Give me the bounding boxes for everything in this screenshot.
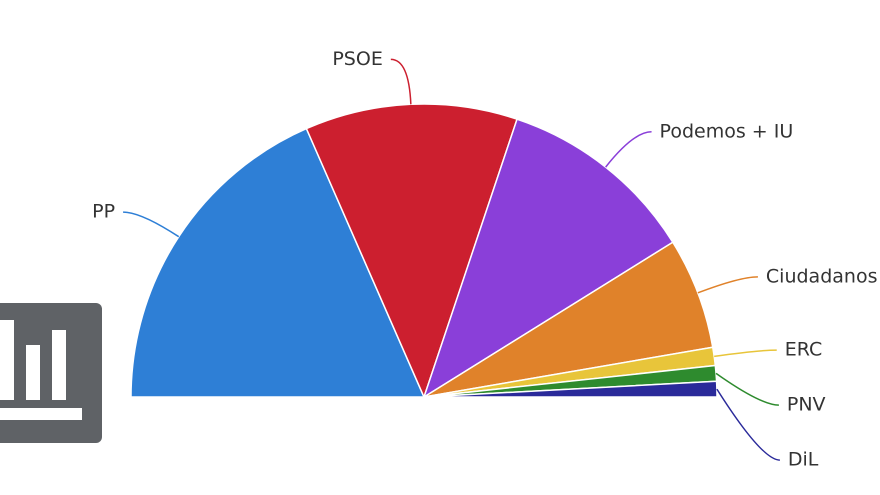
leader-line	[714, 349, 777, 358]
slice	[130, 127, 426, 398]
leader-line	[697, 276, 758, 294]
slice-label: PP	[92, 201, 115, 223]
leader-line	[605, 131, 652, 168]
slice-label: Podemos + IU	[660, 120, 794, 142]
slice-label: PSOE	[332, 48, 382, 70]
leader-line	[716, 388, 780, 461]
slice-label: ERC	[785, 339, 823, 361]
leader-line	[123, 211, 180, 238]
leader-line	[715, 372, 779, 406]
slice-label: Ciudadanos	[766, 265, 878, 287]
slice-label: PNV	[787, 394, 826, 416]
leader-line	[390, 58, 412, 105]
chart-icon	[0, 303, 102, 443]
slice-label: DiL	[788, 449, 819, 471]
slice	[422, 118, 674, 399]
